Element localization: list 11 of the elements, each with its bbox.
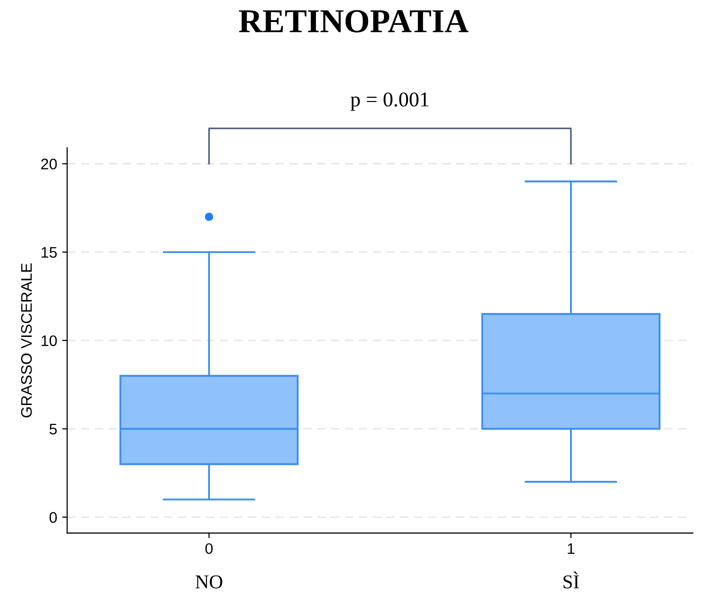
chart-title: RETINOPATIA bbox=[238, 10, 468, 32]
y-axis-title: GRASSO VISCERALE bbox=[21, 263, 32, 418]
y-tick-label: 10 bbox=[42, 335, 57, 346]
text: NO bbox=[196, 575, 222, 588]
text: p = 0.001 bbox=[350, 92, 428, 111]
x-tick-label: 1 bbox=[568, 543, 574, 554]
y-tick-label: 20 bbox=[41, 158, 57, 170]
y-tick-label: 5 bbox=[50, 424, 57, 435]
y-tick-label: 15 bbox=[42, 247, 57, 258]
y-tick-label: 0 bbox=[50, 512, 57, 523]
text: SÌ bbox=[564, 572, 579, 588]
